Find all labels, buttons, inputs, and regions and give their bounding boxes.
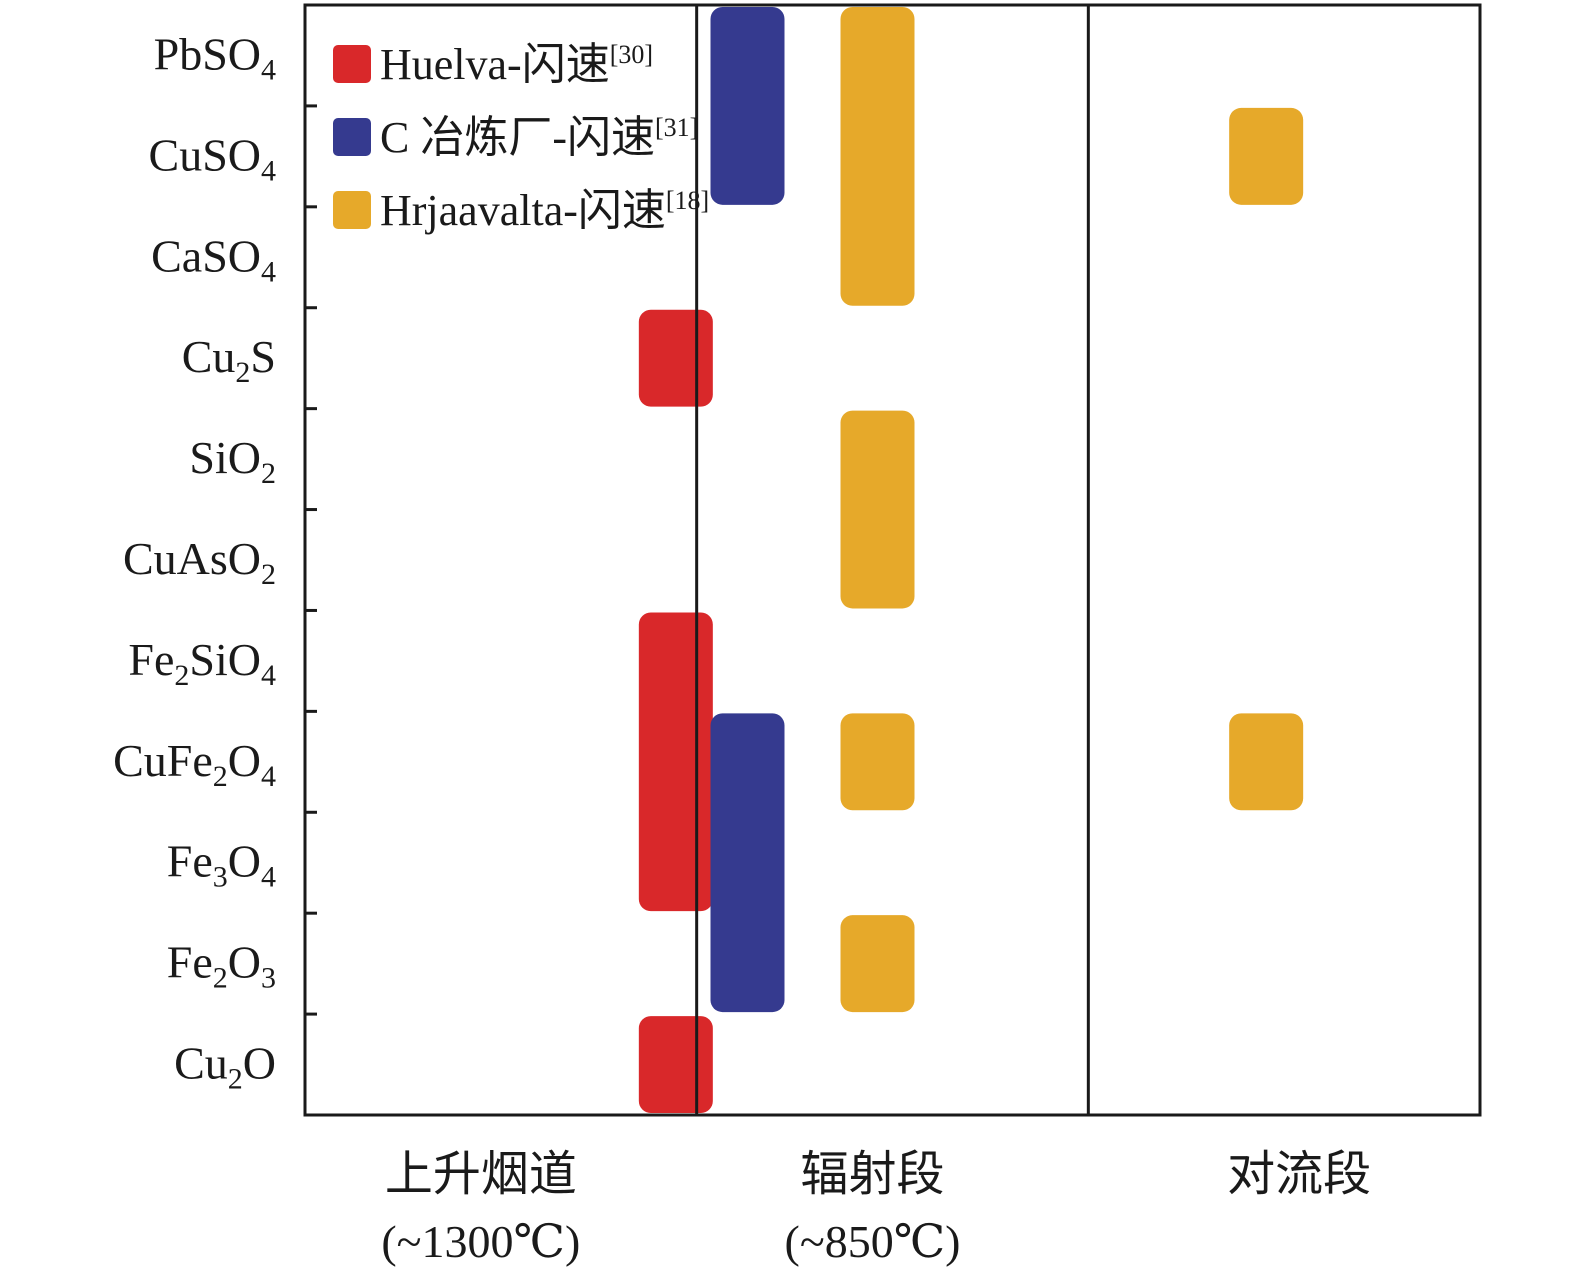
bar-series2-5 (1229, 713, 1304, 811)
bar-series2-3 (840, 915, 915, 1013)
legend-label-0: Huelva-闪速[30] (380, 40, 653, 89)
y-tick-label-7: CuFe2O4 (113, 735, 276, 793)
y-tick-label-0: PbSO4 (154, 28, 276, 86)
y-tick-label-9: Fe2O3 (167, 937, 276, 995)
x-category-temp-1: (~850℃) (785, 1216, 961, 1267)
x-category-label-1: 辐射段 (800, 1146, 944, 1202)
y-axis: PbSO4 CuSO4 CaSO4 Cu2S SiO2 CuAsO2 Fe2SiO4 CuFe… (113, 28, 276, 1095)
bars-layer (638, 7, 1304, 1113)
bar-series2-2 (840, 713, 915, 811)
y-tick-label-5: CuAsO2 (123, 533, 276, 591)
x-axis: 上升烟道 (~1300℃) 辐射段 (~850℃) 对流段 (381, 1146, 1371, 1267)
x-category-label-2: 对流段 (1227, 1146, 1371, 1202)
legend-swatch-0 (333, 45, 371, 83)
y-tick-label-3: Cu2S (182, 331, 276, 389)
bar-series0-2 (638, 1016, 713, 1113)
legend: Huelva-闪速[30] C 冶炼厂-闪速[31] Hrjaavalta-闪速[1… (333, 40, 709, 235)
legend-swatch-2 (333, 191, 371, 229)
y-tick-label-2: CaSO4 (151, 230, 276, 288)
y-tick-label-6: Fe2SiO4 (128, 634, 276, 692)
legend-label-1: C 冶炼厂-闪速[31] (380, 113, 698, 162)
plot-border (303, 3, 1482, 1117)
x-category-temp-0: (~1300℃) (381, 1216, 580, 1267)
bar-series1-0 (710, 7, 785, 205)
bar-series2-0 (840, 7, 915, 306)
y-tick-label-10: Cu2O (174, 1038, 276, 1096)
bar-series2-1 (840, 410, 915, 609)
y-tick-label-1: CuSO4 (149, 129, 276, 187)
legend-label-2: Hrjaavalta-闪速[18] (380, 186, 709, 235)
y-tick-label-4: SiO2 (189, 432, 276, 490)
y-tick-label-8: Fe3O4 (167, 836, 276, 894)
bar-series0-0 (638, 309, 713, 407)
plot-frame (303, 3, 1482, 1117)
legend-swatch-1 (333, 118, 371, 156)
bar-series2-4 (1229, 107, 1304, 205)
x-category-label-0: 上升烟道 (385, 1146, 577, 1202)
bar-series1-1 (710, 713, 785, 1013)
bar-series0-1 (638, 612, 713, 912)
